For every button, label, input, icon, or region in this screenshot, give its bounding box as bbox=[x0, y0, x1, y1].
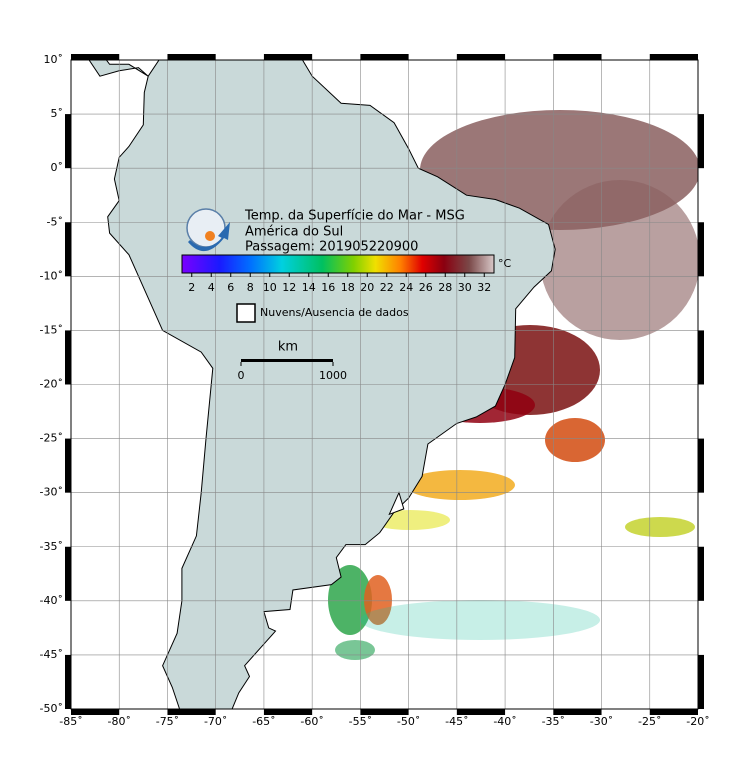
colorbar-ticks: 2 4 6 8 10 12 14 16 18 20 22 24 26 28 30 32 bbox=[188, 273, 491, 294]
border-segment bbox=[71, 709, 120, 715]
lat-tick-label: -15˚ bbox=[40, 323, 63, 336]
border-segment bbox=[263, 709, 313, 715]
sst-patch bbox=[545, 418, 605, 462]
lon-tick-label: -35˚ bbox=[542, 715, 565, 728]
colorbar-tick-label: 12 bbox=[282, 281, 296, 294]
frame-border bbox=[65, 54, 704, 715]
scale-bar-body bbox=[241, 359, 333, 362]
scale-bar: 0 1000 bbox=[238, 359, 347, 382]
border-segment bbox=[65, 222, 71, 277]
lon-tick-label: -85˚ bbox=[59, 715, 82, 728]
border-segment bbox=[65, 546, 71, 601]
legend-label: Nuvens/Ausencia de dados bbox=[260, 306, 409, 319]
sst-patch bbox=[625, 517, 695, 537]
border-segment bbox=[698, 546, 704, 601]
logo-sun bbox=[205, 231, 215, 241]
legend-swatch bbox=[236, 303, 256, 323]
lat-tick-label: -50˚ bbox=[40, 702, 63, 715]
lat-tick-label: 0˚ bbox=[51, 161, 64, 174]
border-segment bbox=[360, 54, 409, 60]
colorbar-tick-label: 24 bbox=[399, 281, 413, 294]
colorbar-tick-label: 32 bbox=[477, 281, 491, 294]
colorbar-unit: °C bbox=[498, 257, 512, 270]
sst-patch bbox=[360, 600, 600, 640]
border-segment bbox=[456, 54, 506, 60]
sst-patch bbox=[335, 640, 375, 660]
lon-tick-label: -20˚ bbox=[686, 715, 709, 728]
colorbar-tick-label: 14 bbox=[302, 281, 316, 294]
colorbar-tick-label: 6 bbox=[227, 281, 234, 294]
lake bbox=[388, 491, 405, 516]
lat-tick-label: -35˚ bbox=[40, 540, 63, 553]
border-segment bbox=[167, 54, 216, 60]
lon-tick-label: -25˚ bbox=[638, 715, 661, 728]
lon-tick-label: -80˚ bbox=[107, 715, 130, 728]
border-segment bbox=[167, 709, 216, 715]
border-segment bbox=[698, 654, 704, 709]
lon-tick-label: -50˚ bbox=[397, 715, 420, 728]
border-segment bbox=[71, 54, 120, 60]
colorbar-tick-label: 28 bbox=[438, 281, 452, 294]
lon-tick-label: -30˚ bbox=[590, 715, 613, 728]
scale-unit: km bbox=[278, 340, 298, 355]
colorbar-tick-label: 4 bbox=[208, 281, 215, 294]
border-segment bbox=[65, 330, 71, 385]
logo-arrow bbox=[188, 222, 230, 252]
border-segment bbox=[649, 54, 698, 60]
scale-tick-label: 1000 bbox=[319, 369, 347, 382]
lat-tick-label: -45˚ bbox=[40, 648, 63, 661]
lon-tick-label: -65˚ bbox=[252, 715, 275, 728]
border-segment bbox=[553, 709, 602, 715]
border-segment bbox=[649, 709, 698, 715]
title-line: América do Sul bbox=[245, 225, 343, 240]
lon-tick-label: -60˚ bbox=[300, 715, 323, 728]
lat-tick-label: -40˚ bbox=[40, 594, 63, 607]
lon-tick-label: -75˚ bbox=[156, 715, 179, 728]
lat-tick-label: -20˚ bbox=[40, 378, 63, 391]
graticule: -85˚ -80˚ -75˚ -70˚ -65˚ -60˚ -55˚ -50˚ -45˚ -40˚… bbox=[40, 53, 710, 728]
colorbar-tick-label: 22 bbox=[380, 281, 394, 294]
border-segment bbox=[553, 54, 602, 60]
colorbar-tick-label: 26 bbox=[419, 281, 433, 294]
lat-tick-label: -5˚ bbox=[47, 215, 63, 228]
border-segment bbox=[65, 114, 71, 169]
colorbar bbox=[181, 254, 495, 274]
border-segment bbox=[360, 709, 409, 715]
lat-tick-label: -30˚ bbox=[40, 486, 63, 499]
lon-tick-label: -40˚ bbox=[493, 715, 516, 728]
sst-patch bbox=[540, 180, 698, 340]
scale-tick-label: 0 bbox=[238, 369, 245, 382]
sst-patch bbox=[328, 565, 372, 635]
colorbar-tick-label: 20 bbox=[360, 281, 374, 294]
colorbar-tick-label: 2 bbox=[188, 281, 195, 294]
frame bbox=[70, 59, 699, 710]
border-segment bbox=[698, 114, 704, 169]
colorbar-tick-label: 8 bbox=[247, 281, 254, 294]
border-segment bbox=[65, 438, 71, 493]
colorbar-tick-label: 10 bbox=[263, 281, 277, 294]
border-segment bbox=[698, 330, 704, 385]
title-line: Passagem: 201905220900 bbox=[245, 240, 418, 255]
logo bbox=[186, 208, 230, 252]
lon-tick-label: -70˚ bbox=[204, 715, 227, 728]
border-segment bbox=[698, 438, 704, 493]
lat-tick-label: -10˚ bbox=[40, 269, 63, 282]
title-line: Temp. da Superfície do Mar - MSG bbox=[244, 209, 465, 224]
border-segment bbox=[263, 54, 313, 60]
lon-tick-label: -55˚ bbox=[349, 715, 372, 728]
border-segment bbox=[65, 654, 71, 709]
colorbar-tick-label: 16 bbox=[321, 281, 335, 294]
border-segment bbox=[456, 709, 506, 715]
land bbox=[88, 60, 149, 77]
sst-patch bbox=[364, 575, 392, 625]
colorbar-tick-label: 30 bbox=[458, 281, 472, 294]
lat-tick-label: 10˚ bbox=[44, 53, 64, 66]
lat-tick-label: -25˚ bbox=[40, 432, 63, 445]
colorbar-tick-label: 18 bbox=[341, 281, 355, 294]
lon-tick-label: -45˚ bbox=[445, 715, 468, 728]
lat-tick-label: 5˚ bbox=[51, 107, 64, 120]
border-segment bbox=[698, 222, 704, 277]
